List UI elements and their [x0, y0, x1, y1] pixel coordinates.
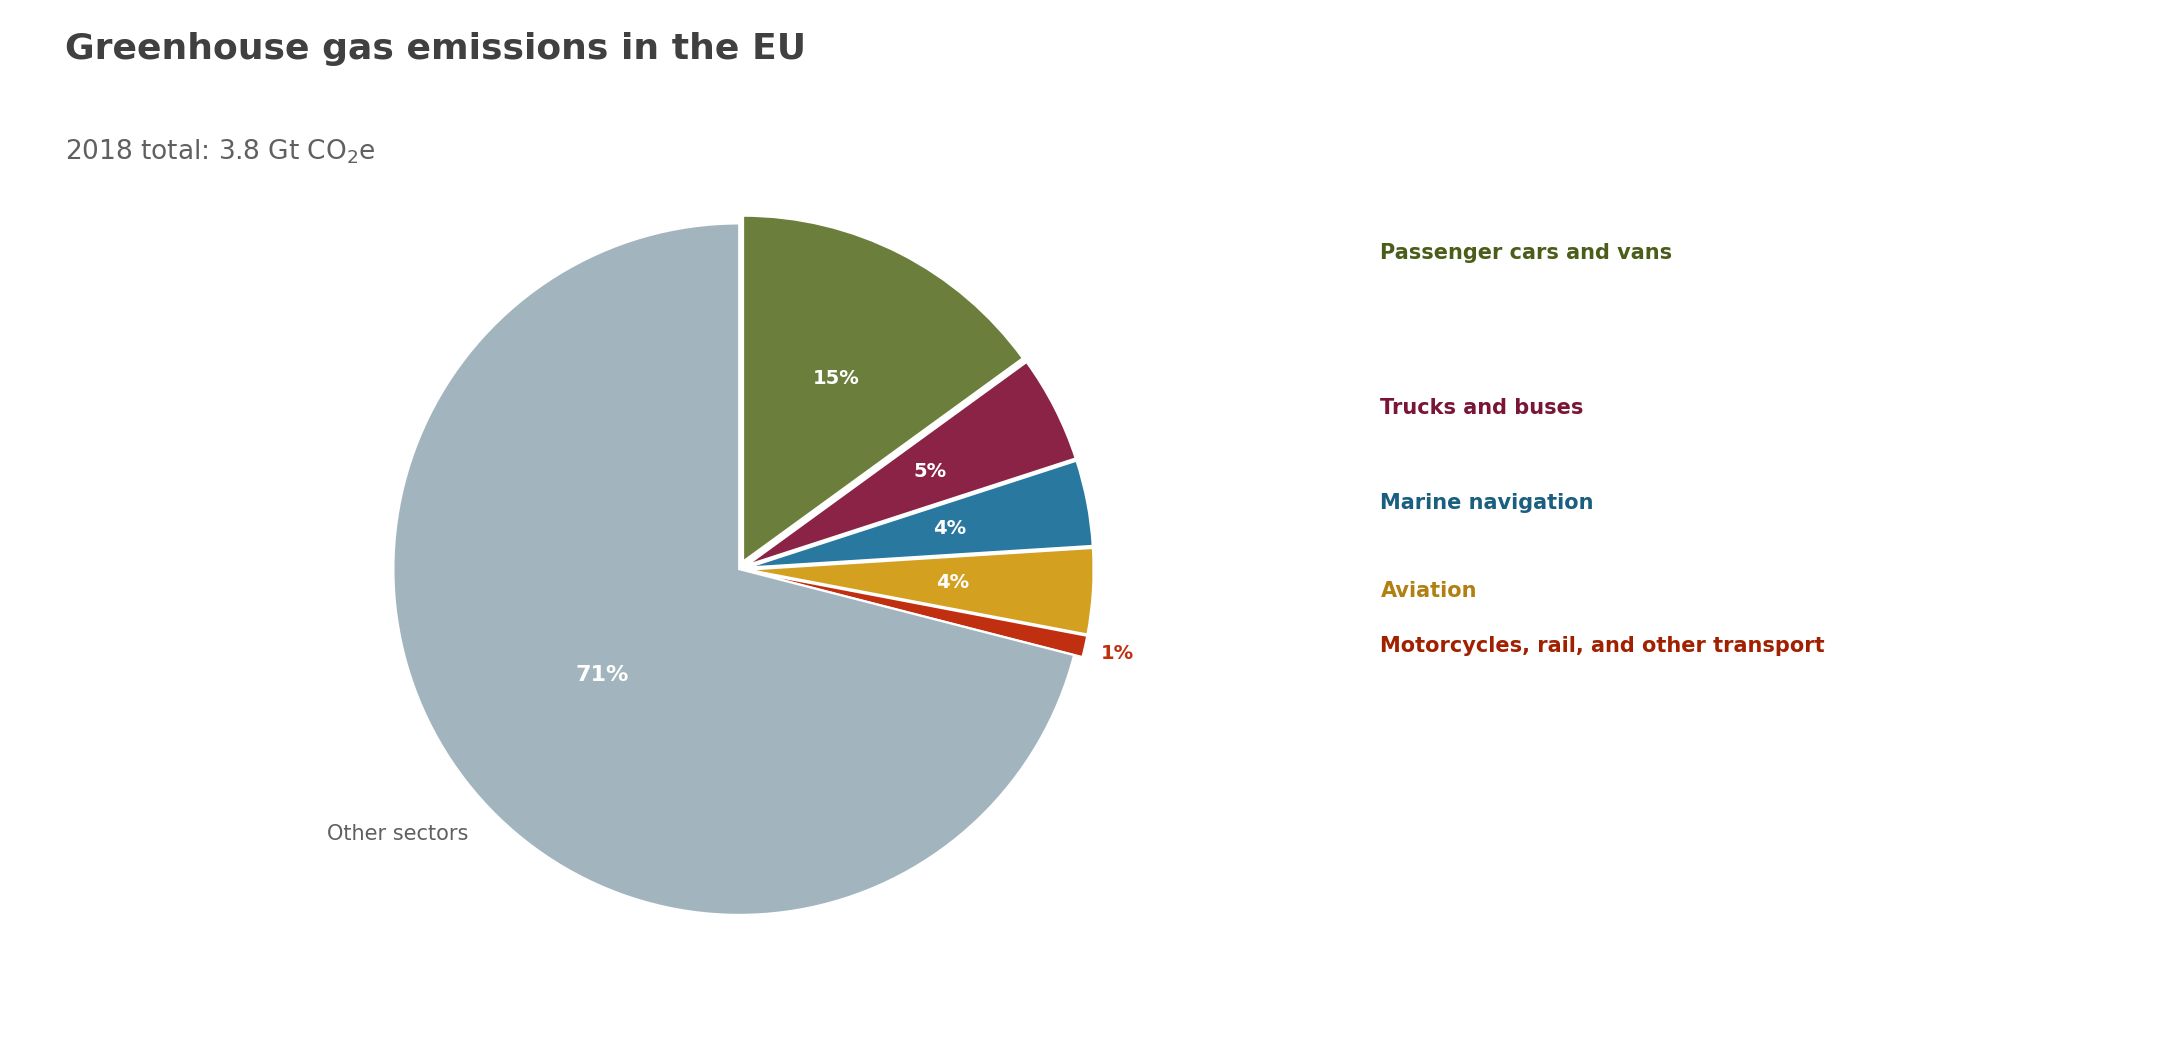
Wedge shape: [393, 223, 1074, 915]
Text: Aviation: Aviation: [1380, 582, 1476, 602]
Text: 1%: 1%: [1100, 644, 1133, 663]
Wedge shape: [744, 216, 1022, 562]
Text: Passenger cars and vans: Passenger cars and vans: [1380, 243, 1672, 264]
Text: Other sectors: Other sectors: [326, 824, 467, 844]
Wedge shape: [748, 548, 1094, 635]
Text: Trucks and buses: Trucks and buses: [1380, 398, 1585, 418]
Wedge shape: [748, 461, 1094, 567]
Text: 4%: 4%: [937, 573, 970, 592]
Text: 2018 total: 3.8 Gt CO$_2$e: 2018 total: 3.8 Gt CO$_2$e: [65, 137, 376, 165]
Wedge shape: [748, 362, 1076, 565]
Text: Marine navigation: Marine navigation: [1380, 493, 1594, 512]
Text: 71%: 71%: [576, 665, 628, 685]
Text: 5%: 5%: [913, 463, 946, 482]
Text: 4%: 4%: [933, 520, 965, 539]
Wedge shape: [748, 571, 1087, 657]
Text: Motorcycles, rail, and other transport: Motorcycles, rail, and other transport: [1380, 637, 1826, 657]
Text: Greenhouse gas emissions in the EU: Greenhouse gas emissions in the EU: [65, 32, 807, 65]
Text: 15%: 15%: [813, 369, 861, 388]
